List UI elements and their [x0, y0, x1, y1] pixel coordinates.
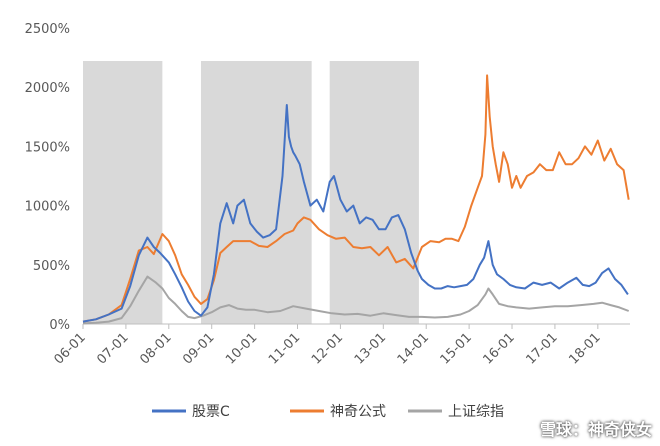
- x-tick-label: 09-01: [180, 330, 217, 367]
- x-tick-label: 06-01: [52, 330, 89, 367]
- y-tick-label: 1000%: [25, 200, 70, 215]
- x-tick-label: 11-01: [266, 330, 303, 367]
- x-tick-label: 08-01: [137, 330, 174, 367]
- series-lines: [82, 74, 630, 325]
- legend-label-2: 神奇公式: [330, 403, 386, 420]
- shaded-period-3: [329, 61, 419, 324]
- x-tick-label: 15-01: [438, 330, 475, 367]
- shaded-period-1: [83, 61, 163, 324]
- y-tick-label: 2000%: [25, 81, 70, 96]
- x-tick-label: 10-01: [223, 330, 260, 367]
- y-tick-label: 0%: [49, 318, 70, 333]
- x-tick-label: 07-01: [94, 330, 131, 367]
- x-tick-label: 13-01: [352, 330, 389, 367]
- shaded-periods: [83, 61, 419, 324]
- legend-label-1: 股票C: [192, 404, 230, 420]
- series-line-2: [82, 74, 630, 323]
- x-tick-label: 12-01: [309, 330, 346, 367]
- y-tick-label: 500%: [33, 259, 70, 274]
- y-tick-label: 1500%: [25, 140, 70, 155]
- legend-label-3: 上证综指: [448, 404, 504, 420]
- x-tick-label: 14-01: [395, 330, 432, 367]
- x-tick-label: 18-01: [566, 330, 603, 367]
- series-line-1: [82, 104, 629, 323]
- shaded-period-2: [200, 61, 312, 324]
- x-tick-label: 16-01: [481, 330, 518, 367]
- x-tick-label: 17-01: [523, 330, 560, 367]
- y-tick-label: 2500%: [25, 22, 70, 37]
- watermark: 雪球：神奇侠女: [539, 420, 652, 439]
- series-line-3: [82, 275, 630, 325]
- legend: 股票C 神奇公式 上证综指: [152, 403, 504, 420]
